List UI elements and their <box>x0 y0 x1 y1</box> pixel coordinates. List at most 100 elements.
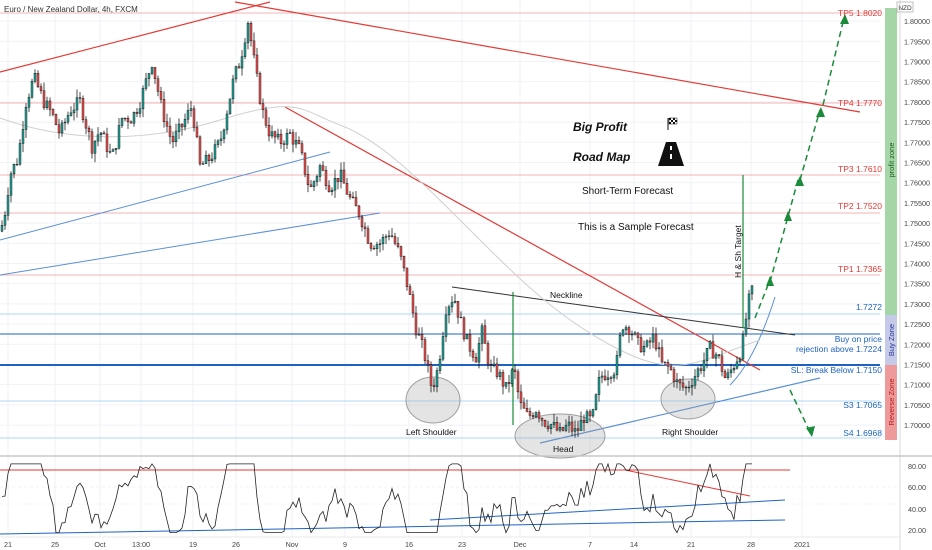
arrow-to-tp3 <box>769 179 799 283</box>
candle-body <box>156 78 160 92</box>
candle-body <box>375 244 379 249</box>
candle-body <box>48 100 52 110</box>
candle-body <box>705 348 709 362</box>
candle-body <box>750 285 754 295</box>
candle-body <box>735 361 739 369</box>
s3-label: S3 1.7065 <box>843 400 882 410</box>
candle-body <box>162 99 166 122</box>
arrow-heads <box>766 14 849 437</box>
candle-body <box>528 411 532 416</box>
candle-body <box>426 360 430 365</box>
candle-body <box>255 54 259 74</box>
candle-body <box>549 424 553 429</box>
candle-body <box>246 23 250 44</box>
candle-body <box>645 340 649 347</box>
candle-body <box>663 361 667 363</box>
candle-body <box>609 377 613 379</box>
panel-sample: This is a Sample Forecast <box>578 222 694 233</box>
candle-body <box>480 325 484 344</box>
candle-body <box>702 360 706 371</box>
candle-body <box>105 133 109 152</box>
rsi-tick-label: 60.00 <box>908 483 926 492</box>
price-tick-label: 1.75000 <box>904 219 930 228</box>
candle-body <box>360 216 364 228</box>
time-tick-label: 2021 <box>794 540 810 549</box>
candle-body <box>393 236 397 244</box>
candle-body <box>351 196 355 198</box>
candle-body <box>372 248 376 250</box>
candle-body <box>501 372 505 387</box>
candle-body <box>159 91 163 100</box>
time-tick-label: 16 <box>405 540 413 549</box>
candle-body <box>732 368 736 371</box>
candle-body <box>126 118 130 123</box>
candle-body <box>306 173 310 186</box>
candle-body <box>60 122 64 134</box>
candle-body <box>540 417 544 421</box>
long-red-trendline <box>234 1 861 113</box>
price-tick-label: 1.72500 <box>904 320 930 329</box>
candle-body <box>315 176 319 182</box>
candle-body <box>417 334 421 336</box>
candle-body <box>681 382 685 388</box>
candle-body <box>117 125 121 149</box>
candle-body <box>642 345 646 353</box>
candle-body <box>120 117 124 126</box>
price-tick-label: 1.75500 <box>904 199 930 208</box>
candle-body <box>354 197 358 207</box>
rsi-pane <box>0 462 900 535</box>
candle-body <box>558 427 562 431</box>
candle-body <box>342 169 346 184</box>
candle-body <box>693 376 697 386</box>
candle-body <box>303 152 307 175</box>
candle-body <box>573 428 577 432</box>
arrow-to-tp4 <box>799 109 821 181</box>
candle-body <box>183 119 187 128</box>
price-tick-label: 1.80000 <box>904 17 930 26</box>
currency-badge[interactable] <box>896 1 914 13</box>
candle-body <box>603 375 607 380</box>
price-tick-label: 1.74500 <box>904 239 930 248</box>
arrow-head-tp1 <box>766 276 774 286</box>
price-axis[interactable]: 1.80000 1.79500 1.79000 1.78500 1.78000 1.775… <box>904 17 930 430</box>
candle-body <box>243 42 247 57</box>
arrow-head-s4 <box>806 426 815 437</box>
candle-body <box>513 369 517 372</box>
rsi-resistance-trendline <box>624 469 751 497</box>
candle-body <box>657 347 661 350</box>
reverse-zone-bar <box>885 365 897 440</box>
price-tick-label: 1.76000 <box>904 179 930 188</box>
candle-body <box>444 314 448 337</box>
candle-body <box>450 302 454 308</box>
rsi-tick-label: 20.00 <box>908 526 926 535</box>
candle-body <box>432 385 436 387</box>
neckline-line <box>451 286 796 336</box>
tp5-label: TP5 1.8020 <box>838 8 882 18</box>
candle-body <box>261 103 265 111</box>
time-tick-label: 26 <box>232 540 240 549</box>
candle-body <box>72 109 76 114</box>
resistance-label: 1.7272 <box>856 302 882 312</box>
price-tick-label: 1.73500 <box>904 280 930 289</box>
blue-trendline-1 <box>0 151 331 241</box>
candle-body <box>210 158 214 162</box>
candle-body <box>291 132 295 145</box>
candle-body <box>618 334 622 356</box>
support-trendline <box>539 377 821 444</box>
candle-body <box>510 369 514 384</box>
candle-body <box>249 23 253 42</box>
candle-body <box>324 170 328 186</box>
reverse-zone-label: Reverse Zone <box>887 378 896 425</box>
road-icon <box>658 142 684 166</box>
price-tick-label: 1.79000 <box>904 57 930 66</box>
candle-body <box>447 306 451 316</box>
candle-body <box>192 108 196 128</box>
candle-body <box>51 109 55 115</box>
candle-body <box>435 370 439 387</box>
time-axis[interactable]: 21 25 Oct 13:00 19 26 Nov 9 16 23 Dec 7 14 21 28 2021 <box>4 540 810 549</box>
price-tick-label: 1.78500 <box>904 78 930 87</box>
candle-body <box>699 368 703 371</box>
chart-title: Euro / New Zealand Dollar, 4h, FXCM <box>4 5 138 14</box>
candle-body <box>33 72 37 82</box>
